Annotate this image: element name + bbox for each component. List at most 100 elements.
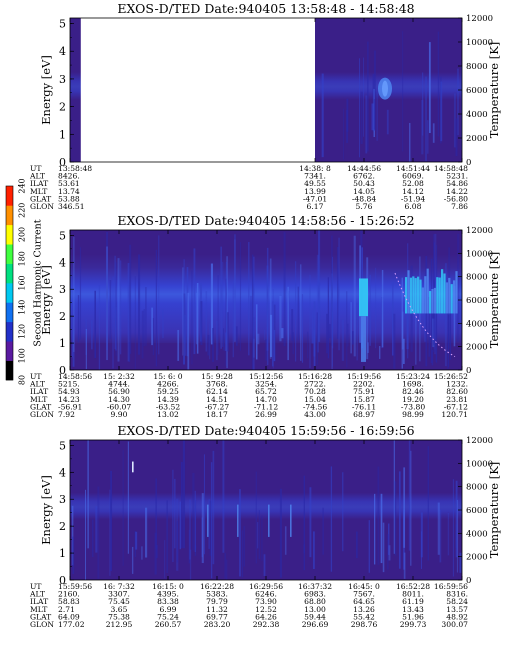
orbit-table-cell: 15:26:52: [434, 372, 468, 381]
orbit-table-cell: 9.90: [111, 410, 128, 419]
orbit-table-cell: -47.01: [303, 194, 327, 203]
heatmap-streak: [143, 309, 145, 347]
orbit-table-cell: 3254.: [255, 380, 277, 389]
heatmap-streak: [376, 92, 378, 141]
heatmap-streak: [403, 552, 406, 579]
colorbar-tick-label: 220: [18, 203, 27, 218]
colorbar-segment: [6, 360, 13, 381]
orbit-table-cell: 53.88: [58, 194, 80, 203]
orbit-table-cell: 75.45: [108, 597, 130, 606]
orbit-table-cell: 54.86: [446, 179, 468, 188]
y-tick-label: 1: [59, 547, 66, 560]
heatmap-streak: [447, 512, 450, 556]
heatmap-streak: [172, 469, 174, 563]
heatmap-streak: [279, 488, 282, 578]
orbit-table-cell: 2202.: [353, 380, 375, 389]
orbit-table-cell: 177.02: [58, 620, 85, 629]
orbit-table-cell: 75.38: [108, 612, 130, 621]
colorbar-segment: [6, 341, 13, 361]
heatmap-streak: [309, 274, 311, 369]
heatmap-streak: [248, 242, 250, 356]
heatmap-streak: [177, 329, 180, 361]
orbit-table-cell: -73.80: [401, 402, 425, 411]
orbit-table-cell: 14.51: [206, 395, 228, 404]
heatmap-streak: [250, 295, 252, 342]
heatmap-streak: [408, 122, 411, 162]
heatmap-streak: [367, 342, 370, 353]
plot-area: [70, 440, 462, 580]
heatmap-bright-column: [450, 284, 453, 314]
heatmap-streak: [209, 323, 211, 360]
y-tick-label: 3: [59, 283, 66, 296]
heatmap-streak: [207, 334, 210, 356]
y-axis-label: Energy [eV]: [39, 265, 53, 335]
y-tick-label: 5: [59, 229, 66, 242]
heatmap-streak: [444, 263, 447, 367]
orbit-table-cell: 4266.: [157, 380, 179, 389]
heatmap-streak: [216, 320, 218, 361]
orbit-table-cell: 1698.: [402, 380, 424, 389]
heatmap-streak: [191, 270, 193, 365]
heatmap-streak: [117, 258, 120, 362]
orbit-table-cell: 15: 6: 0: [153, 372, 182, 381]
heatmap-bright-streak: [207, 504, 209, 537]
orbit-table-cell: 98.99: [402, 410, 424, 419]
orbit-table-cell: 82.46: [402, 387, 424, 396]
orbit-table-cell: 15:16:28: [298, 372, 332, 381]
heatmap-streak: [210, 263, 213, 345]
y-tick-label: 4: [59, 45, 66, 58]
heatmap-streak: [428, 42, 431, 134]
y2-tick-label: 0: [466, 158, 471, 168]
heatmap-streak: [180, 461, 183, 549]
orbit-table-cell: 65.72: [255, 387, 277, 396]
orbit-table-cell: 5231.: [446, 172, 468, 181]
colorbar-segment: [6, 263, 13, 284]
orbit-table-cell: 5.76: [356, 202, 373, 211]
heatmap-bright-spike: [132, 461, 134, 473]
orbit-table-cell: 6246.: [255, 590, 277, 599]
heatmap-streak: [217, 275, 219, 356]
heatmap-streak: [283, 232, 286, 347]
heatmap-streak: [420, 512, 423, 558]
heatmap-streak: [263, 554, 266, 576]
heatmap-streak: [87, 440, 89, 549]
y2-axis-label: Temperature [K]: [487, 42, 501, 139]
colorbar-tick-label: 160: [18, 275, 27, 290]
orbit-table-cell: 298.76: [351, 620, 378, 629]
heatmap-streak: [346, 291, 348, 368]
heatmap-streak: [300, 264, 302, 361]
orbit-table-cell: 73.90: [255, 597, 277, 606]
heatmap-streak: [426, 120, 429, 154]
heatmap-streak: [375, 267, 377, 349]
heatmap-streak: [95, 506, 98, 553]
heatmap-streak: [428, 296, 430, 357]
heatmap-streak: [403, 467, 406, 548]
heatmap-streak: [195, 293, 198, 345]
heatmap-bright-streak: [268, 504, 270, 537]
orbit-table-cell: 15:23:24: [396, 372, 430, 381]
orbit-table-cell: 4395.: [157, 590, 179, 599]
orbit-table-cell: 14.05: [353, 187, 375, 196]
orbit-table-cell: 15:12:56: [249, 372, 283, 381]
heatmap-bright-streak: [237, 504, 239, 537]
heatmap-streak: [253, 338, 255, 358]
orbit-table-cell: 13.02: [157, 410, 179, 419]
heatmap-streak: [115, 307, 117, 351]
heatmap-streak: [131, 546, 134, 574]
orbit-table-cell: -56.91: [58, 402, 82, 411]
y2-tick-label: 8000: [466, 273, 488, 283]
heatmap-streak: [313, 531, 315, 569]
orbit-row-label: GLAT: [30, 402, 51, 411]
plot-area: [70, 18, 462, 162]
colorbar-frame: [5, 185, 14, 381]
orbit-table-cell: 56.90: [108, 387, 130, 396]
y2-tick-label: 4000: [466, 319, 488, 329]
heatmap-streak: [239, 242, 242, 351]
heatmap-bright-column: [414, 278, 417, 314]
heatmap-streak: [388, 545, 391, 561]
orbit-table-cell: -71.12: [254, 402, 278, 411]
orbit-table-cell: 283.20: [204, 620, 231, 629]
heatmap-streak: [226, 312, 229, 352]
heatmap-streak: [313, 329, 316, 357]
